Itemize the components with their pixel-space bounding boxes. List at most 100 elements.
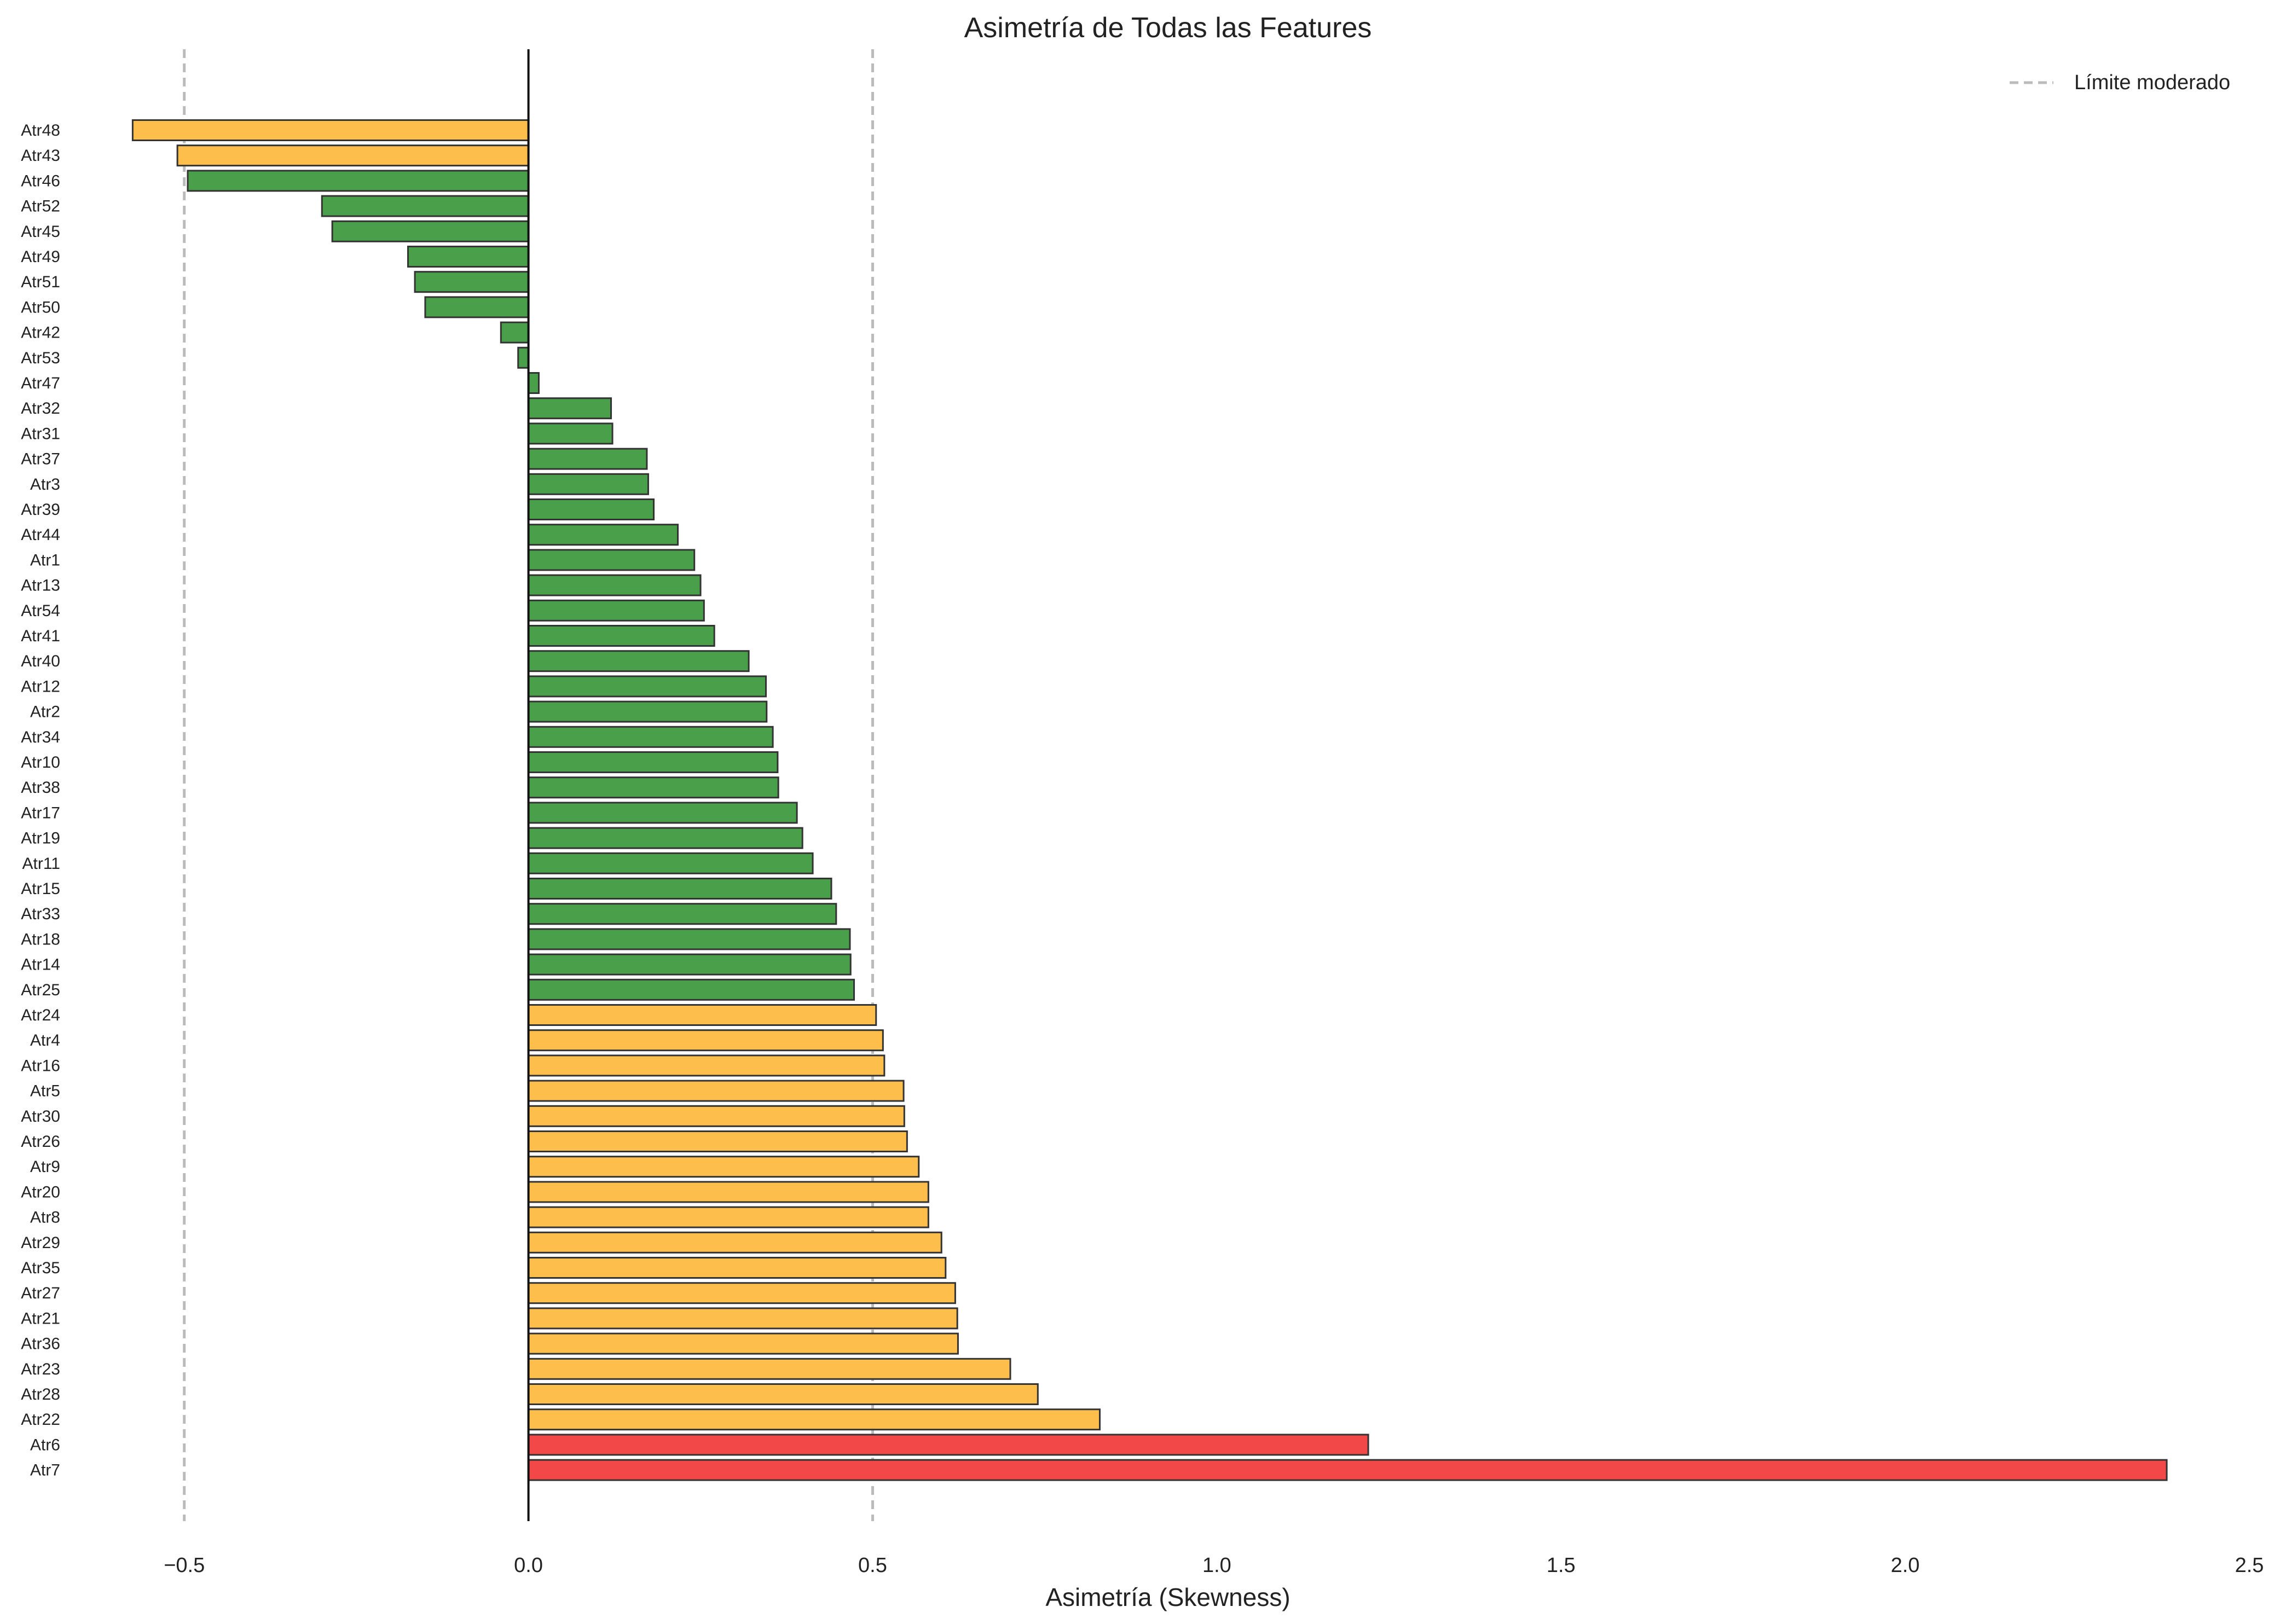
bar-atr44	[528, 524, 679, 546]
y-tick-label-atr49: Atr49	[21, 248, 60, 266]
bar-atr28	[528, 1383, 1039, 1405]
bar-atr54	[528, 599, 705, 622]
bar-atr24	[528, 1004, 877, 1026]
y-tick-label-atr29: Atr29	[21, 1234, 60, 1252]
y-tick-label-atr30: Atr30	[21, 1107, 60, 1126]
bar-atr23	[528, 1358, 1011, 1380]
y-tick-label-atr43: Atr43	[21, 147, 60, 165]
y-tick-label-atr37: Atr37	[21, 450, 60, 468]
bar-atr30	[528, 1105, 905, 1127]
x-tick-label: 0.0	[514, 1554, 543, 1577]
bar-atr15	[528, 878, 832, 900]
bar-atr19	[528, 827, 803, 849]
chart-title: Asimetría de Todas las Features	[964, 12, 1372, 44]
y-tick-label-atr4: Atr4	[30, 1031, 60, 1049]
bar-atr49	[407, 246, 530, 268]
y-tick-label-atr26: Atr26	[21, 1133, 60, 1151]
y-tick-label-atr1: Atr1	[30, 551, 60, 569]
bar-atr41	[528, 625, 715, 647]
y-tick-label-atr11: Atr11	[22, 855, 60, 873]
bar-atr53	[517, 346, 530, 369]
bar-atr43	[176, 144, 530, 167]
bar-atr14	[528, 953, 852, 976]
bar-atr31	[528, 422, 614, 445]
y-tick-labels: Atr48 Atr43 Atr46 Atr52 Atr45 Atr49 Atr51 Atr50…	[21, 121, 60, 1480]
y-tick-label-atr53: Atr53	[21, 349, 60, 367]
y-tick-label-atr13: Atr13	[21, 577, 60, 595]
bar-atr20	[528, 1181, 929, 1203]
bar-atr12	[528, 675, 767, 698]
legend: Límite moderado	[2010, 71, 2230, 94]
y-tick-label-atr27: Atr27	[21, 1284, 60, 1302]
bar-atr36	[528, 1332, 959, 1355]
bar-atr7	[528, 1459, 2168, 1481]
y-tick-label-atr41: Atr41	[21, 627, 60, 645]
y-tick-label-atr35: Atr35	[21, 1259, 60, 1277]
bar-atr18	[528, 928, 851, 950]
bar-atr1	[528, 549, 696, 571]
bar-atr9	[528, 1156, 920, 1178]
x-tick-label: 2.5	[2235, 1554, 2264, 1577]
bar-atr35	[528, 1257, 947, 1279]
y-tick-label-atr33: Atr33	[21, 905, 60, 923]
y-tick-label-atr10: Atr10	[21, 753, 60, 772]
x-tick-label: 1.5	[1547, 1554, 1576, 1577]
x-axis-label: Asimetría (Skewness)	[1045, 1583, 1290, 1611]
y-tick-label-atr16: Atr16	[21, 1057, 60, 1075]
y-tick-label-atr52: Atr52	[21, 198, 60, 216]
y-tick-label-atr18: Atr18	[21, 930, 60, 948]
y-tick-label-atr12: Atr12	[21, 677, 60, 695]
y-tick-label-atr45: Atr45	[21, 223, 60, 241]
y-tick-label-atr31: Atr31	[21, 425, 60, 443]
y-tick-label-atr24: Atr24	[21, 1006, 60, 1024]
bar-atr26	[528, 1130, 908, 1152]
bar-atr46	[187, 170, 530, 192]
y-tick-label-atr19: Atr19	[21, 830, 60, 848]
y-tick-label-atr6: Atr6	[30, 1436, 60, 1454]
y-tick-label-atr54: Atr54	[21, 602, 60, 620]
bar-atr40	[528, 650, 750, 672]
y-tick-label-atr28: Atr28	[21, 1385, 60, 1403]
bar-atr25	[528, 978, 855, 1001]
y-tick-label-atr22: Atr22	[21, 1411, 60, 1429]
x-tick-labels: −0.5 0.0 0.5 1.0 1.5 2.0 2.5	[164, 1554, 2264, 1577]
bar-atr11	[528, 852, 814, 874]
bar-atr13	[528, 574, 702, 596]
bar-atr37	[528, 448, 648, 470]
x-tick-label: 1.0	[1202, 1554, 1231, 1577]
y-tick-label-atr15: Atr15	[21, 880, 60, 898]
y-tick-label-atr3: Atr3	[30, 475, 60, 494]
bar-atr27	[528, 1282, 956, 1304]
bar-atr50	[424, 296, 530, 318]
bar-atr48	[131, 119, 530, 141]
bar-atr2	[528, 700, 768, 723]
y-tick-label-atr7: Atr7	[30, 1461, 60, 1480]
bar-atr8	[528, 1206, 929, 1228]
y-tick-label-atr36: Atr36	[21, 1335, 60, 1353]
x-tick-label: 0.5	[858, 1554, 887, 1577]
y-tick-label-atr46: Atr46	[21, 172, 60, 190]
bar-atr5	[528, 1080, 905, 1102]
bars	[131, 119, 2168, 1481]
bar-atr29	[528, 1231, 942, 1254]
y-tick-label-atr42: Atr42	[21, 324, 60, 342]
y-tick-label-atr40: Atr40	[21, 652, 60, 670]
bar-atr45	[331, 220, 530, 242]
bar-atr32	[528, 397, 612, 420]
bar-atr52	[321, 195, 530, 217]
bar-atr6	[528, 1434, 1369, 1456]
bar-atr10	[528, 751, 779, 773]
y-tick-label-atr5: Atr5	[30, 1082, 60, 1100]
y-tick-label-atr34: Atr34	[21, 728, 60, 746]
y-tick-label-atr8: Atr8	[30, 1209, 60, 1227]
y-tick-label-atr2: Atr2	[30, 703, 60, 721]
y-tick-label-atr47: Atr47	[21, 374, 60, 392]
y-tick-label-atr38: Atr38	[21, 779, 60, 797]
bar-atr17	[528, 802, 798, 824]
y-tick-label-atr32: Atr32	[21, 399, 60, 417]
y-tick-label-atr50: Atr50	[21, 298, 60, 316]
y-tick-label-atr51: Atr51	[21, 273, 60, 291]
y-tick-label-atr21: Atr21	[21, 1309, 60, 1327]
bar-atr42	[500, 321, 530, 344]
